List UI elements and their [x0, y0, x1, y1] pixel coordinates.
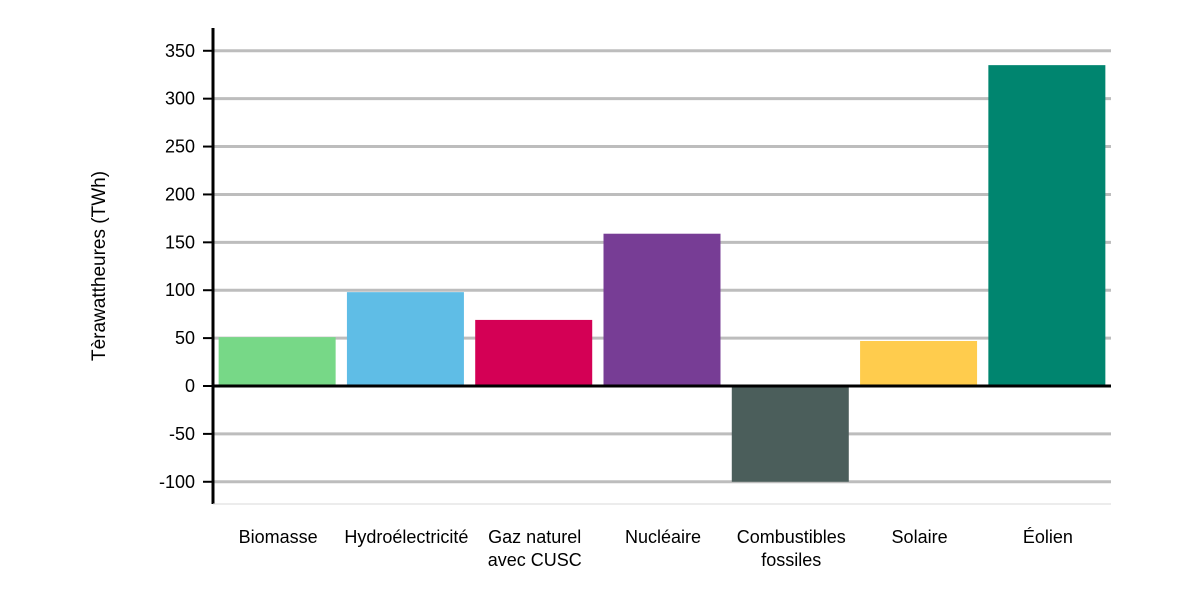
x-category-label: Hydroélectricité [344, 527, 468, 547]
x-category-label-line: Nucléaire [625, 527, 701, 547]
x-category-label-line: Biomasse [239, 527, 318, 547]
bar [731, 386, 849, 482]
bar [860, 340, 978, 386]
y-tick-label: 350 [165, 41, 195, 61]
y-axis-title: Tèrawattheures (TWh) [89, 171, 110, 361]
x-category-labels: Biomasse Hydroélectricité Gaz naturel avec … [239, 527, 1073, 570]
bar [218, 337, 336, 386]
y-tick-label: 150 [165, 232, 195, 252]
x-category-label-line: Combustibles [737, 527, 846, 547]
x-category-label-line: Solaire [892, 527, 948, 547]
x-category-label-line: Hydroélectricité [344, 527, 468, 547]
y-tick-label: -100 [159, 472, 195, 492]
x-category-label-line: Gaz naturel [488, 527, 581, 547]
y-tick-label: 50 [175, 328, 195, 348]
x-category-label: Nucléaire [625, 527, 701, 547]
y-tick-label: 200 [165, 184, 195, 204]
axes [203, 28, 1111, 505]
bar [475, 319, 593, 386]
x-category-label-line: avec CUSC [488, 550, 582, 570]
y-tick-labels: 350 300 250 200 150 100 50 0 -50 -100 [159, 41, 195, 492]
x-category-label-line: fossiles [761, 550, 821, 570]
y-tick-label: 100 [165, 280, 195, 300]
y-tick-label: 0 [185, 376, 195, 396]
x-category-label: Éolien [1023, 527, 1073, 547]
bar [603, 233, 721, 386]
bar [346, 292, 464, 386]
x-category-label: Solaire [892, 527, 948, 547]
bars [218, 65, 1106, 482]
y-tick-label: 250 [165, 137, 195, 157]
y-tick-label: 300 [165, 89, 195, 109]
x-category-label: Gaz naturel avec CUSC [488, 527, 582, 570]
x-category-label-line: Éolien [1023, 527, 1073, 547]
bar [988, 65, 1106, 387]
x-category-label: Biomasse [239, 527, 318, 547]
y-tick-label: -50 [169, 424, 195, 444]
x-category-label: Combustibles fossiles [737, 527, 846, 570]
